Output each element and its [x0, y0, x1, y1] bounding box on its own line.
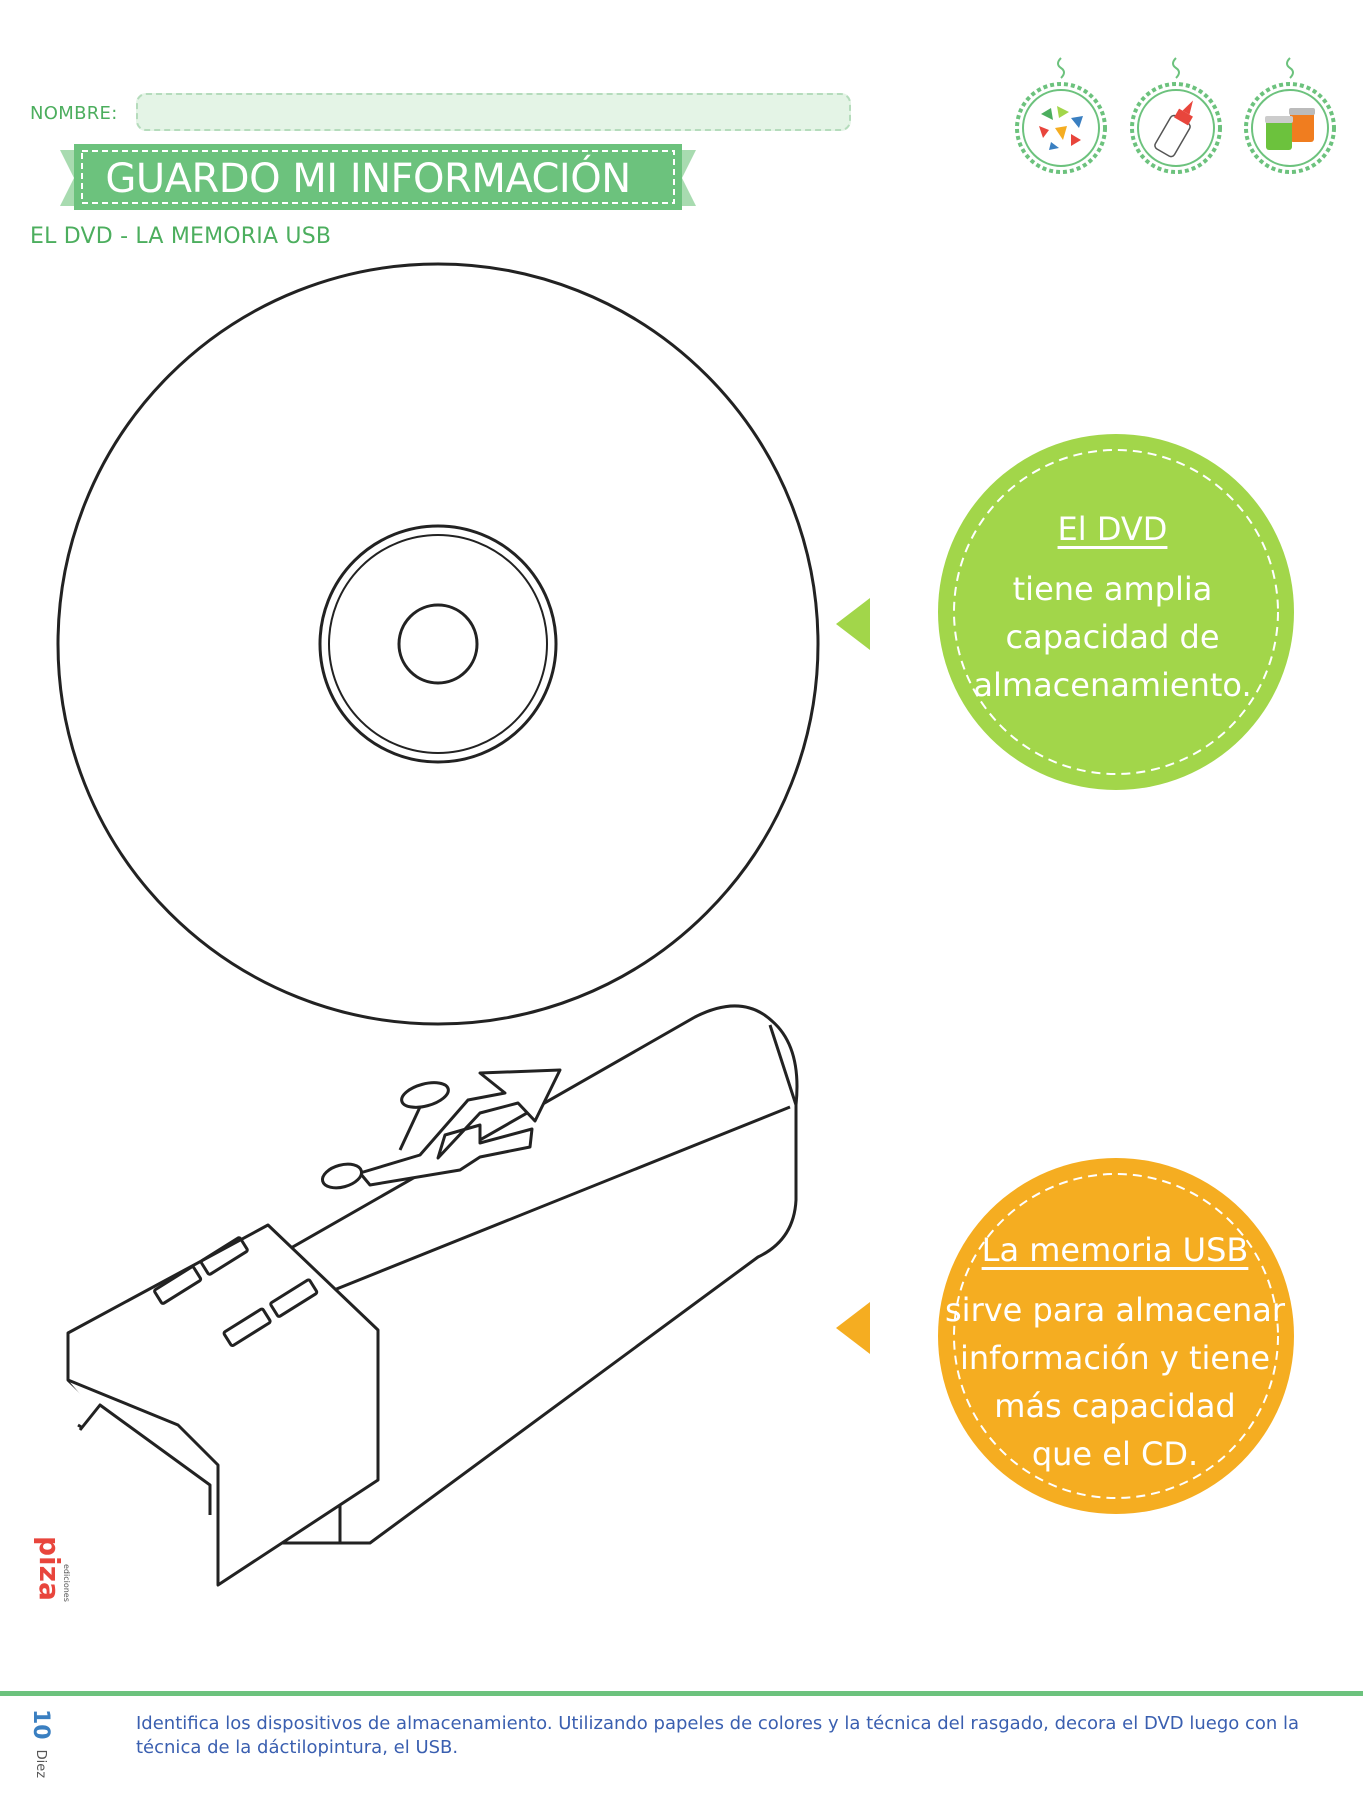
- usb-speech-bubble: [836, 1158, 1294, 1514]
- usb-bubble-line: información y tiene: [959, 1339, 1271, 1377]
- page-number-word: Diez: [33, 1749, 49, 1779]
- dvd-bubble-title: El DVD: [1057, 510, 1168, 548]
- usb-bubble-text: La memoria USB sirve para almacenar info…: [910, 1226, 1320, 1478]
- name-field[interactable]: [136, 93, 851, 131]
- instructions-text: Identifica los dispositivos de almacenam…: [136, 1713, 1300, 1758]
- dvd-bubble-line: almacenamiento.: [973, 666, 1252, 704]
- logo-subtext: ediciones: [62, 1564, 71, 1602]
- usb-bubble-title: La memoria USB: [981, 1231, 1249, 1269]
- dvd-bubble-line: tiene amplia: [1012, 570, 1213, 608]
- publisher-logo: piza ediciones: [33, 1536, 71, 1602]
- dvd-disc-drawing: [56, 262, 820, 1026]
- logo-text: piza: [33, 1536, 66, 1601]
- page-number: 10 Diez: [27, 1709, 55, 1799]
- glue-bottle-icon: [1130, 57, 1222, 174]
- dvd-bubble-text: El DVD tiene amplia capacidad de almacen…: [905, 505, 1320, 709]
- page-number-digit: 10: [28, 1709, 54, 1740]
- page-subtitle: EL DVD - LA MEMORIA USB: [30, 224, 332, 249]
- dvd-bubble-line: capacidad de: [1005, 618, 1220, 656]
- paint-jars-icon: [1244, 57, 1336, 174]
- usb-bubble-line: que el CD.: [1031, 1435, 1199, 1473]
- dvd-speech-bubble: [836, 434, 1294, 790]
- usb-bubble-line: sirve para almacenar: [945, 1291, 1285, 1329]
- name-label: NOMBRE:: [30, 103, 118, 124]
- usb-drive-drawing: [66, 1004, 799, 1587]
- torn-paper-pieces-icon: [1015, 57, 1107, 174]
- footer-divider: [0, 1691, 1363, 1696]
- page-title: GUARDO MI INFORMACIÓN: [105, 156, 631, 202]
- title-banner: [60, 144, 696, 210]
- usb-bubble-line: más capacidad: [994, 1387, 1236, 1425]
